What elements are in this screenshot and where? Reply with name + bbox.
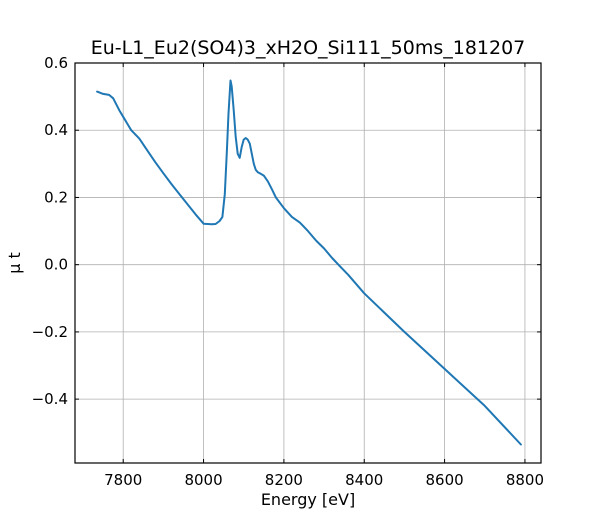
x-tick-label: 8200	[265, 471, 303, 489]
series-layer	[96, 79, 522, 446]
chart-title: Eu-L1_Eu2(SO4)3_xH2O_Si111_50ms_181207	[91, 37, 526, 59]
y-axis-title: μ t	[5, 252, 24, 274]
y-tick-label: −0.2	[32, 323, 68, 341]
tick-labels: 7800 8000 8200 8400 8600 8800 −0.4 −0.2 0.0 0.2 0.…	[32, 54, 544, 489]
y-tick-label: −0.4	[32, 390, 68, 408]
x-axis-title: Energy [eV]	[261, 490, 355, 509]
ticks	[75, 62, 541, 463]
plot-frame	[74, 62, 542, 464]
series-line	[96, 79, 522, 446]
grid	[75, 62, 541, 463]
y-tick-label: 0.0	[44, 256, 68, 274]
y-tick-label: 0.2	[44, 188, 68, 206]
x-tick-label: 8600	[425, 471, 463, 489]
x-tick-label: 8000	[184, 471, 222, 489]
x-tick-label: 7800	[104, 471, 142, 489]
x-tick-label: 8800	[506, 471, 544, 489]
y-tick-label: 0.4	[44, 121, 68, 139]
x-tick-label: 8400	[345, 471, 383, 489]
y-tick-label: 0.6	[44, 54, 68, 72]
